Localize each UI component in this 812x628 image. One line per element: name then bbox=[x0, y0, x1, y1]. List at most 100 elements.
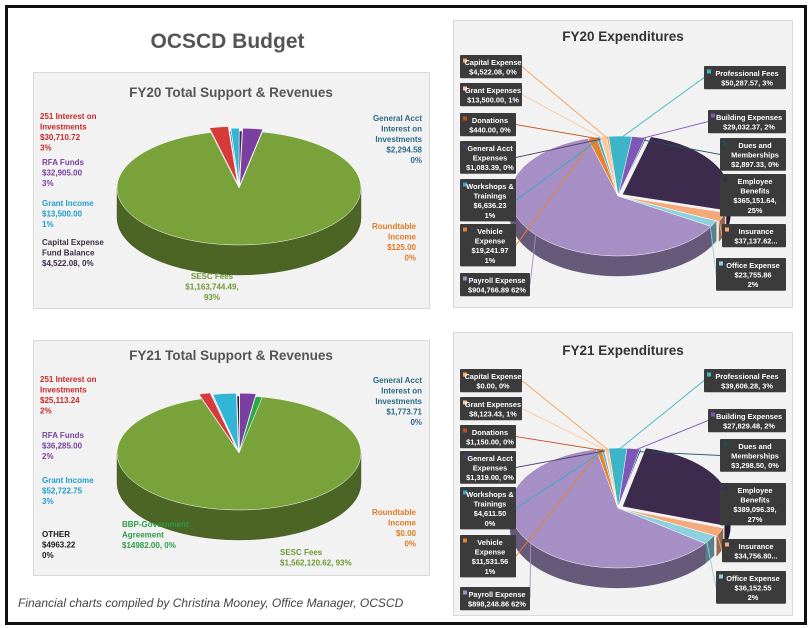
data-label-text: Grant Income bbox=[42, 476, 94, 485]
legend-swatch bbox=[725, 227, 729, 232]
data-label-text: 27% bbox=[748, 515, 763, 524]
data-label-text: 93% bbox=[204, 293, 220, 302]
data-label-text: $23,755.86 bbox=[735, 271, 772, 280]
data-label-other: OTHER $4963.220% bbox=[42, 530, 76, 560]
pie-slice-other bbox=[236, 395, 240, 454]
data-label-text: $6,636.23 bbox=[474, 201, 507, 210]
legend-swatch bbox=[463, 490, 467, 495]
data-label-text: Interest on bbox=[381, 125, 422, 134]
data-label-text: $29,032.37, 2% bbox=[723, 123, 775, 132]
legend-swatch bbox=[463, 86, 467, 91]
data-label-text: Investments bbox=[40, 123, 87, 132]
data-label-text: $39,606.28, 3% bbox=[721, 382, 773, 391]
data-label-text: Building Expenses bbox=[716, 412, 782, 421]
data-label-text: 0% bbox=[410, 156, 422, 165]
data-label-box bbox=[460, 425, 516, 449]
chart-title: FY21 Total Support & Revenues bbox=[129, 348, 333, 363]
data-label-text: Roundtable bbox=[372, 508, 417, 517]
data-label-text: $0.00 bbox=[396, 529, 417, 538]
pie-slices bbox=[509, 447, 731, 589]
data-label-text: Agreement bbox=[122, 531, 164, 540]
data-label-box bbox=[708, 110, 786, 134]
data-label-text: 2% bbox=[42, 452, 54, 461]
data-label-payroll-expense: Payroll Expense$904,766.89 62% bbox=[460, 231, 537, 297]
data-label-box bbox=[460, 141, 516, 174]
legend-swatch bbox=[723, 442, 727, 447]
data-label-text: General Acct bbox=[373, 114, 422, 123]
legend-swatch bbox=[711, 412, 715, 417]
pie-slice-grant-income bbox=[212, 392, 239, 451]
leader-line bbox=[515, 139, 594, 246]
leader-line bbox=[515, 139, 600, 201]
data-label-rfa-funds: RFA Funds $36,285.002% bbox=[42, 431, 84, 461]
leader-line bbox=[515, 450, 605, 468]
data-label-text: Workshops & bbox=[466, 490, 514, 499]
leader-line bbox=[515, 450, 604, 509]
legend-swatch bbox=[707, 69, 711, 74]
data-label-text: $898,248.86 62% bbox=[468, 600, 526, 609]
legend-swatch bbox=[463, 116, 467, 121]
fy21-expenditure-chart-panel: FY21 Expenditures Professional Fees $39,60… bbox=[453, 332, 793, 616]
data-label-text: $1,773.71 bbox=[386, 408, 422, 417]
data-label-box bbox=[720, 174, 786, 217]
data-label-text: 1% bbox=[485, 567, 496, 576]
data-label-box bbox=[720, 439, 786, 472]
leader-line bbox=[715, 531, 723, 551]
leader-line bbox=[705, 538, 717, 588]
data-label-text: $0.00, 0% bbox=[476, 382, 510, 391]
data-label-box bbox=[460, 113, 516, 137]
data-label-text: 251 Interest on bbox=[40, 375, 97, 384]
legend-swatch bbox=[463, 454, 467, 459]
legend-swatch bbox=[463, 400, 467, 405]
data-label-text: $1,319.00, 0% bbox=[466, 473, 514, 482]
data-label-box bbox=[460, 535, 516, 578]
data-label-text: 0% bbox=[404, 254, 416, 263]
data-label-text: Grant Expenses bbox=[465, 400, 521, 409]
data-label-text: $1,163,744.49, bbox=[185, 283, 238, 292]
data-label-donations: Donations$440.00, 0% bbox=[460, 113, 601, 140]
data-label-text: General Acct bbox=[467, 454, 513, 463]
data-label-text: 25% bbox=[748, 206, 763, 215]
data-label-text: Donations bbox=[472, 116, 508, 125]
data-label-text: $19,241.97 bbox=[472, 246, 509, 255]
data-label-roundtable-income: Roundtable Income$125.00 0% bbox=[372, 222, 417, 263]
fy20-revenue-chart-panel: FY20 Total Support & Revenues SESC Fees $1… bbox=[33, 72, 430, 309]
leader-line bbox=[515, 451, 601, 557]
page-title: OCSCD Budget bbox=[150, 30, 305, 53]
data-label-text: $37,137.62... bbox=[734, 237, 777, 246]
data-label-text: Expense bbox=[475, 237, 505, 246]
legend-swatch bbox=[707, 372, 711, 377]
data-label-text: Capital Expense bbox=[464, 372, 521, 381]
data-label-text: $2,294.58 bbox=[386, 146, 422, 155]
data-label-text: $13,500.00, 1% bbox=[467, 96, 519, 105]
data-label-text: Income bbox=[388, 519, 417, 528]
leader-line bbox=[515, 436, 606, 452]
leader-line bbox=[521, 66, 609, 140]
data-label-professional-fees: Professional Fees$39,606.28, 3% bbox=[617, 369, 786, 451]
pie-slice-general-acct-interest-on-investments bbox=[212, 396, 240, 454]
data-label-text: Donations bbox=[472, 428, 508, 437]
data-label-workshops-trainings: Workshops &Trainings$6,636.231% bbox=[460, 139, 600, 222]
data-label-box bbox=[460, 451, 516, 484]
legend-swatch bbox=[723, 486, 727, 491]
data-label-text: 0% bbox=[404, 540, 416, 549]
pie-slice-251-interest-on-investments bbox=[198, 392, 237, 449]
data-label-sesc-fees: SESC Fees $1,163,744.49,93% bbox=[185, 272, 238, 302]
leader-line bbox=[712, 166, 721, 196]
data-label-box bbox=[704, 369, 786, 393]
data-label-text: $11,531.56 bbox=[472, 557, 509, 566]
legend-swatch bbox=[463, 58, 467, 63]
pie-slice-insurance bbox=[620, 508, 724, 537]
data-label-roundtable-income: Roundtable Income$0.00 0% bbox=[372, 508, 417, 549]
data-label-text: $1,083.39, 0% bbox=[466, 163, 514, 172]
data-label-text: 0% bbox=[485, 519, 496, 528]
page-caption: Financial charts compiled by Christina M… bbox=[18, 596, 404, 610]
pie-chart-svg: FY20 Expenditures Professional Fees$50,28… bbox=[460, 29, 786, 297]
data-label-text: $904,766.89 62% bbox=[468, 286, 526, 295]
data-label-text: 3% bbox=[42, 497, 54, 506]
leader-line bbox=[619, 77, 705, 139]
